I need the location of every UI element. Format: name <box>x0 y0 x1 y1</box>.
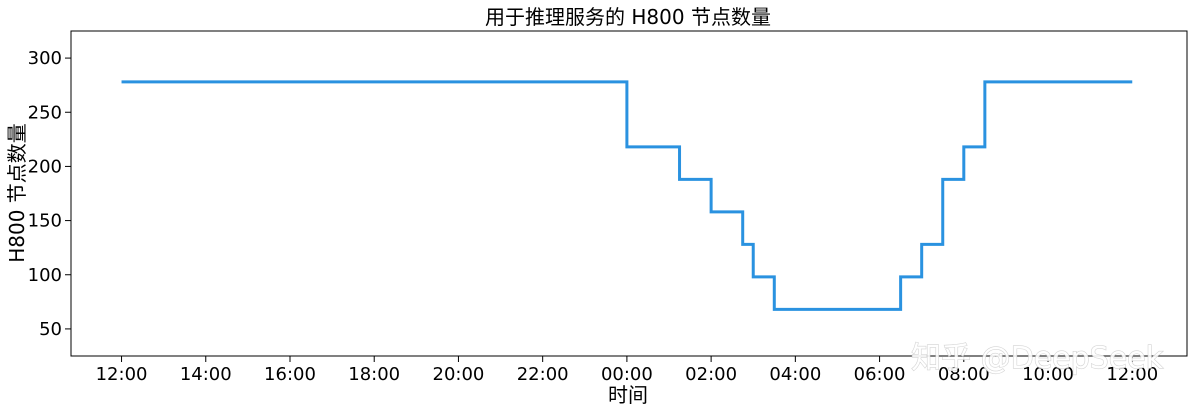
watermark-text: 知乎 @DeepSeek <box>911 341 1164 376</box>
x-tick-label: 20:00 <box>433 364 485 385</box>
y-tick-label: 250 <box>28 102 62 123</box>
y-tick-label: 100 <box>28 265 62 286</box>
series-line-h800-nodes <box>121 80 1133 311</box>
y-axis-label: H800 节点数量 <box>5 123 29 263</box>
x-tick-label: 22:00 <box>517 364 569 385</box>
x-tick-label: 06:00 <box>854 364 906 385</box>
y-tick-label: 50 <box>39 319 62 340</box>
x-tick-label: 12:00 <box>96 364 148 385</box>
y-axis-ticks: 50 100 150 200 250 300 <box>28 48 71 340</box>
x-tick-label: 08:00 <box>938 364 990 385</box>
x-tick-label: 10:00 <box>1022 364 1074 385</box>
y-tick-label: 300 <box>28 48 62 69</box>
x-tick-label: 04:00 <box>769 364 821 385</box>
plot-frame <box>70 30 1188 357</box>
x-axis-ticks: 12:00 14:00 16:00 18:00 20:00 22:00 00:00 02:00… <box>96 356 1158 385</box>
y-tick-label: 200 <box>28 156 62 177</box>
x-tick-label: 12:00 <box>1106 364 1158 385</box>
x-tick-label: 14:00 <box>180 364 232 385</box>
x-tick-label: 18:00 <box>348 364 400 385</box>
x-tick-label: 02:00 <box>685 364 737 385</box>
x-tick-label: 16:00 <box>264 364 316 385</box>
chart-title: 用于推理服务的 H800 节点数量 <box>485 5 771 29</box>
x-tick-label: 00:00 <box>601 364 653 385</box>
x-axis-label: 时间 <box>608 383 648 407</box>
y-tick-label: 150 <box>28 211 62 232</box>
